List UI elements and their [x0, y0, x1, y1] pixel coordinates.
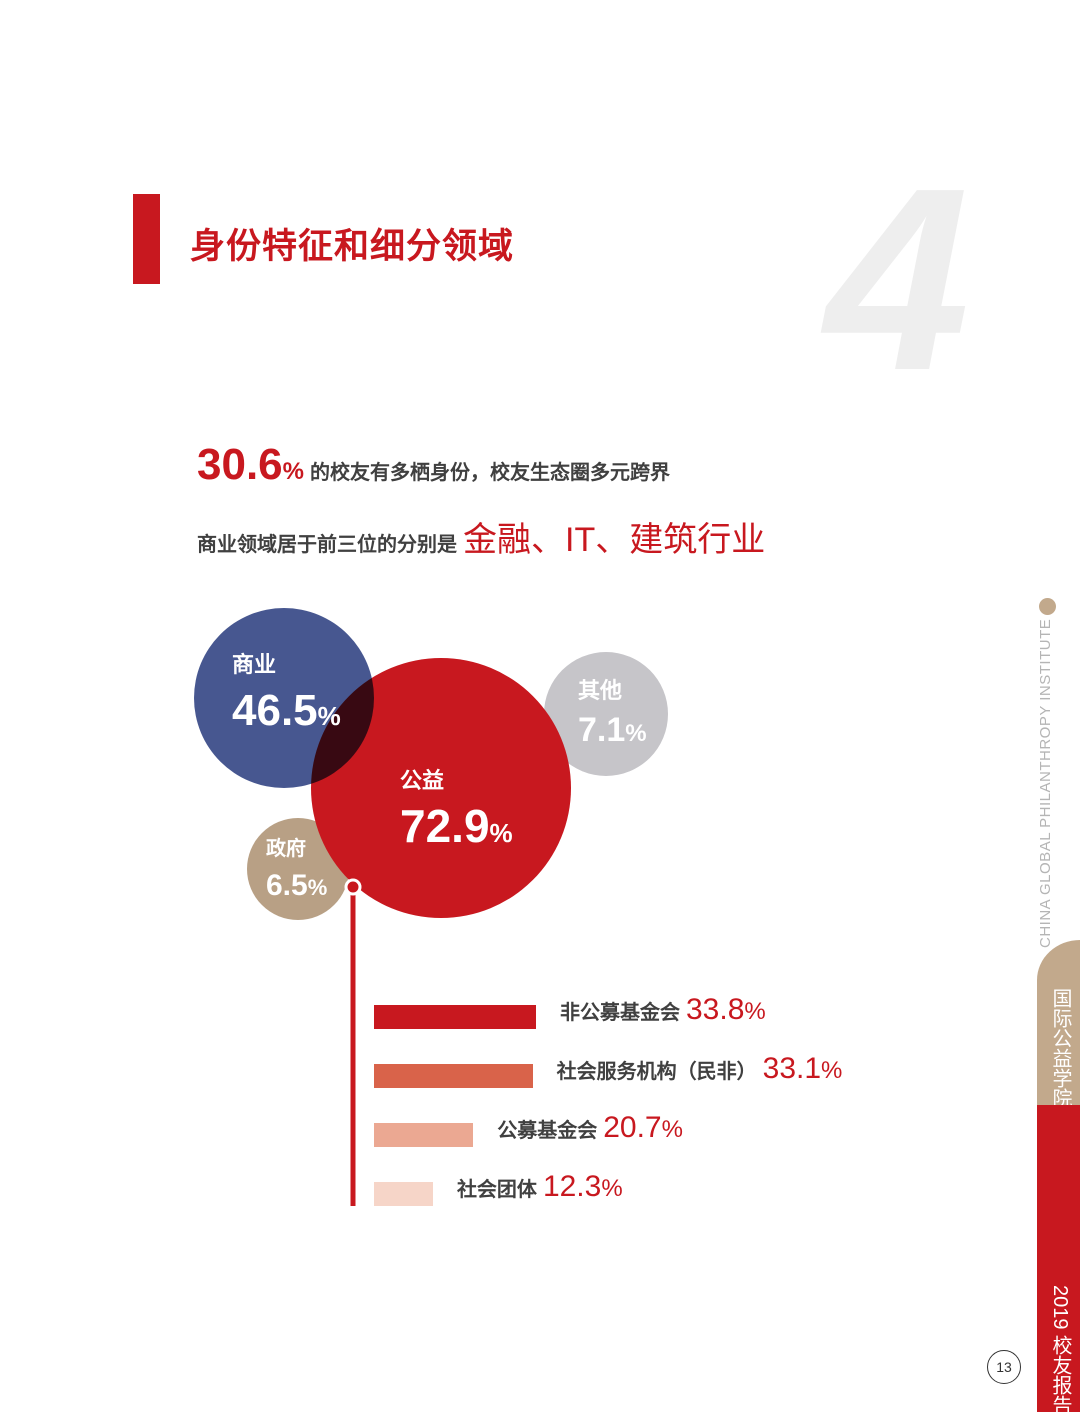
bubble-value-公益: 72.9% — [400, 800, 513, 852]
bar-value-label: 33.8 — [686, 993, 745, 1026]
section-title: 身份特征和细分领域 — [190, 227, 515, 266]
sidebar-english-name: CHINA GLOBAL PHILANTHROPY INSTITUTE — [1037, 618, 1054, 948]
bar-category-label: 社会服务机构（民非） — [556, 1061, 757, 1083]
bar-value-unit: % — [661, 1116, 683, 1143]
stat-line-business-fields: 商业领域居于前三位的分别是 金融、IT、建筑行业 — [197, 512, 765, 561]
bar-value-unit: % — [601, 1175, 623, 1202]
bar — [374, 1182, 433, 1206]
bubble-label-其他: 其他 — [578, 678, 622, 703]
sidebar-tab-bottom: 2019 校友报告 — [1037, 1105, 1080, 1415]
stat-highlight: 金融、IT、建筑行业 — [463, 521, 766, 559]
bar-label: 非公募基金会 33.8% — [560, 993, 766, 1027]
sidebar-tab: 国际公益学院 2019 校友报告 — [1037, 940, 1080, 1415]
bar-category-label: 非公募基金会 — [560, 1002, 680, 1024]
bubble-value-政府: 6.5% — [266, 869, 327, 902]
bubble-label-政府: 政府 — [266, 836, 306, 860]
sidebar-tab-top: 国际公益学院 — [1037, 940, 1080, 1108]
bubble-公益 — [311, 658, 571, 918]
stat-line-multi-identity: 30.6% 的校友有多栖身份，校友生态圈多元跨界 — [197, 440, 670, 490]
bar — [374, 1005, 536, 1029]
stat-unit: % — [282, 458, 304, 485]
bar-value-label: 20.7 — [603, 1111, 662, 1144]
bar-value-unit: % — [744, 998, 766, 1025]
title-accent-bar — [133, 194, 160, 284]
bar-category-label: 社会团体 — [456, 1179, 537, 1201]
bar-value-label: 12.3 — [542, 1170, 602, 1203]
section-number: 4 — [825, 135, 970, 425]
bar — [374, 1064, 533, 1088]
bubble-label-公益: 公益 — [400, 768, 444, 793]
stat-value: 30.6 — [197, 440, 283, 489]
sidebar-report-name: 2019 校友报告 — [1049, 1285, 1071, 1415]
bubble-label-商业: 商业 — [232, 652, 276, 677]
bar-label: 公募基金会 20.7% — [497, 1111, 683, 1145]
bar-category-label: 公募基金会 — [497, 1120, 598, 1142]
bar-label: 社会团体 12.3% — [457, 1170, 623, 1204]
sidebar-dot — [1039, 598, 1056, 615]
page-number: 13 — [987, 1350, 1021, 1384]
bar-label: 社会服务机构（民非） 33.1% — [557, 1052, 843, 1086]
bar-value-label: 33.1 — [762, 1052, 822, 1085]
bubble-其他 — [544, 652, 668, 776]
bar — [374, 1123, 474, 1147]
stat-text: 的校友有多栖身份，校友生态圈多元跨界 — [309, 462, 670, 484]
bubble-商业 — [194, 608, 374, 788]
bar-value-unit: % — [821, 1057, 843, 1084]
connector-dot — [344, 878, 362, 896]
stat-text: 商业领域居于前三位的分别是 — [197, 534, 457, 556]
sidebar-org-name: 国际公益学院 — [1049, 988, 1071, 1108]
